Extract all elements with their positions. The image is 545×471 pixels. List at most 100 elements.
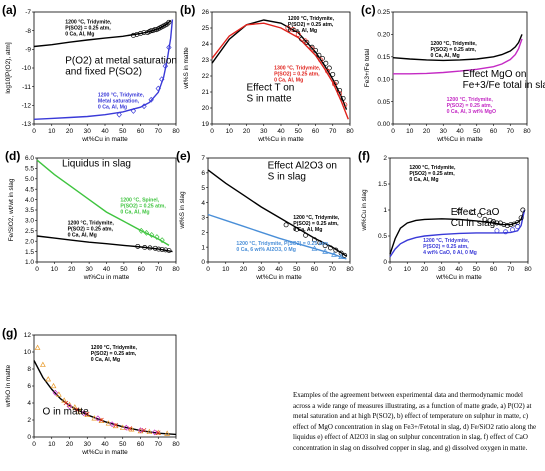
panel-big-label: S in matte: [247, 93, 292, 104]
y-tick-label: 0.05: [377, 99, 390, 106]
series-annotation: 1300 °C, Tridymite,: [274, 66, 321, 72]
data-point-red: [74, 407, 79, 413]
y-axis-title: wt%S in slag: [179, 191, 186, 230]
panel-big-label: Fe+3/Fe total in slag: [463, 80, 545, 91]
y-tick-label: 5.0: [25, 176, 34, 183]
data-point-black: [303, 232, 309, 238]
data-point-black: [152, 27, 158, 33]
data-point-black: [340, 95, 346, 101]
y-tick-label: 8: [27, 366, 31, 373]
data-point-blue: [515, 224, 521, 230]
y-tick-label: 7: [201, 155, 205, 162]
x-tick-label: 60: [137, 128, 145, 135]
data-point-black: [317, 240, 323, 246]
data-point-orange: [105, 420, 112, 426]
data-point-black: [142, 244, 148, 250]
x-tick-label: 70: [155, 128, 163, 135]
x-tick-label: 80: [172, 266, 180, 273]
data-point-black: [147, 245, 153, 251]
x-tick-label: 20: [243, 128, 251, 135]
series-annotation: P(SO2) = 0.25 atm,: [409, 171, 455, 177]
data-point-blue: [141, 103, 147, 110]
y-tick-label: 0.10: [377, 76, 390, 83]
data-point-orange: [71, 404, 78, 410]
data-point-magenta: [52, 389, 58, 396]
y-tick-label: 4: [201, 200, 205, 207]
series-annotation: 0 Ca, Al, Mg: [293, 227, 322, 233]
x-tick-label: 0: [391, 128, 395, 135]
data-point-orange: [45, 376, 52, 382]
data-point-orange: [98, 417, 105, 423]
x-axis-title: wt%Cu in matte: [81, 136, 128, 143]
x-tick-label: 10: [48, 441, 56, 448]
x-tick-label: 0: [206, 266, 210, 273]
data-point-black: [338, 250, 344, 256]
x-axis-title: wt%Cu in matte: [257, 136, 304, 143]
data-point-black: [166, 19, 172, 25]
x-tick-label: 50: [119, 441, 127, 448]
data-point-red: [309, 46, 315, 52]
series-annotation: P(SO2) = 0.25 atm,: [274, 72, 320, 78]
data-point-black: [470, 210, 476, 216]
data-point-magenta: [95, 415, 101, 422]
panel-e: (e) 0 10 20 30 40 50 60 70 80 0 1 2 3 4 5 6 7 wt%Cu in mat…: [176, 149, 354, 281]
data-point-green: [154, 234, 160, 240]
panel-big-label: Effect Al2O3 on: [268, 160, 337, 171]
x-tick-label: 60: [311, 266, 319, 273]
data-point-orange: [84, 411, 91, 418]
y-tick-label: 26: [202, 9, 210, 16]
data-point-blue: [510, 227, 515, 233]
y-tick-label: 19: [202, 121, 210, 128]
series-annotation: 1200 °C, Tridymite,: [447, 97, 494, 103]
panel-letter: (f): [358, 149, 370, 163]
series-annotation: 0 Ca, Al, Mg: [91, 357, 120, 363]
data-point-green: [143, 229, 150, 236]
x-tick-label: 10: [406, 128, 414, 135]
x-tick-label: 30: [84, 441, 92, 448]
panel-f: (f) 0 10 20 30 40 50 60 70 80 0 0.5 1 1.5 2 wt%Cu in ma…: [358, 149, 532, 281]
x-tick-label: 0: [35, 266, 39, 273]
x-tick-label: 40: [101, 441, 109, 448]
panel-big-label: Effect CaO: [451, 207, 500, 218]
data-point-blue: [148, 96, 154, 103]
y-tick-label: -10: [22, 65, 32, 72]
series-annotation: P(SO2) = 0.25 atm,: [447, 103, 493, 109]
x-tick-label: 80: [172, 128, 180, 135]
data-point-black: [508, 222, 514, 228]
data-point-blue: [166, 44, 172, 51]
data-point-black: [135, 243, 141, 249]
data-point-green: [149, 232, 155, 238]
data-point-orange: [77, 408, 84, 414]
series-annotation: P(SO2) = 0.25 atm,: [120, 203, 166, 209]
data-point-red: [85, 411, 90, 417]
y-axis-title: Fe3+/Fe total: [364, 48, 371, 87]
x-tick-label: 50: [295, 128, 303, 135]
plot-area-frame: [392, 11, 528, 125]
data-point-black: [342, 252, 348, 258]
data-point-magenta: [152, 429, 158, 436]
x-tick-label: 30: [258, 266, 266, 273]
x-tick-label: 40: [103, 266, 111, 273]
y-tick-label: 4.0: [25, 197, 34, 204]
x-tick-label: 60: [137, 441, 145, 448]
x-tick-label: 50: [473, 266, 481, 273]
series-annotation: P(SO2) = 0.25 atm,: [423, 244, 469, 250]
data-point-black: [294, 226, 300, 232]
data-point-black: [337, 87, 343, 93]
x-tick-label: 10: [404, 266, 412, 273]
y-tick-label: 0.5: [378, 233, 387, 240]
x-tick-label: 0: [32, 441, 36, 448]
series-annotation: 1200 °C, Tridymite,: [431, 41, 478, 47]
x-tick-label: 70: [329, 266, 337, 273]
data-point-black: [487, 217, 493, 223]
series-annotation: P(SO2) = 0.25 atm,: [65, 26, 111, 32]
y-tick-label: 2: [201, 229, 205, 236]
y-axis-title: Fe/SiO2, wt/wt in slag: [8, 178, 15, 241]
panel-c: (c) 0 10 20 30 40 50 60 70 80 0.00 0.05 0.10 0.15 0.20…: [361, 3, 545, 143]
y-tick-label: 6: [201, 170, 205, 177]
series-annotation: 0 Ca, Al, Mg: [409, 177, 438, 183]
x-tick-label: 40: [456, 128, 464, 135]
data-point-black: [316, 52, 322, 58]
x-tick-label: 30: [84, 128, 92, 135]
data-point-orange: [91, 415, 98, 421]
